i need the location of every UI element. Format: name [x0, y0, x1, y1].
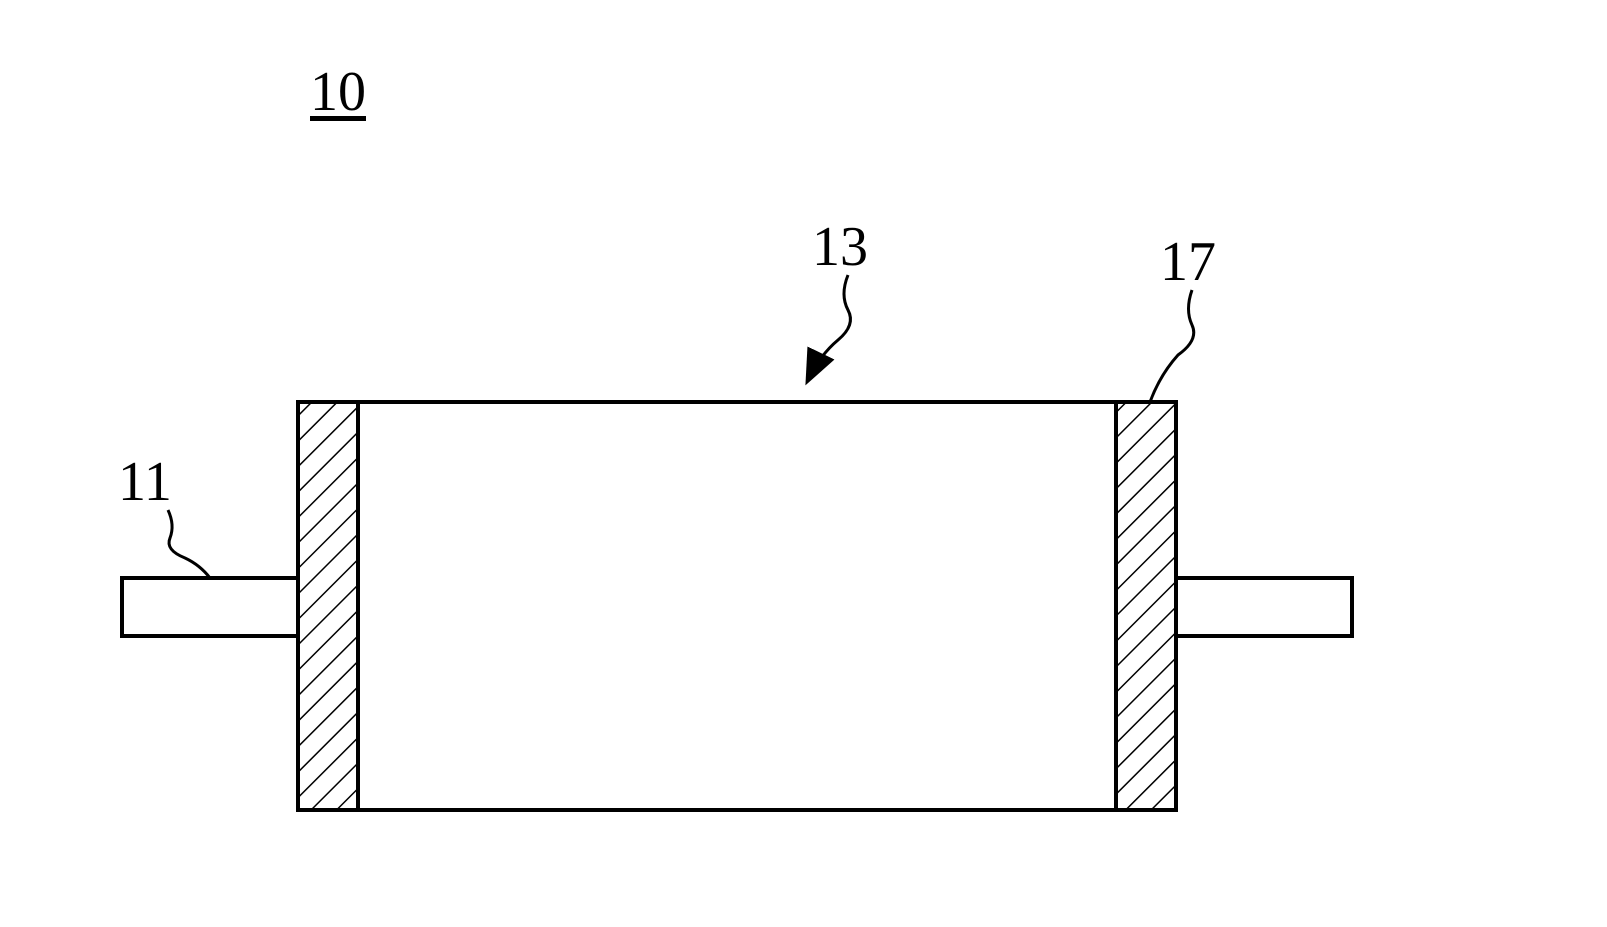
- leader-line-11: [168, 510, 210, 578]
- diagram-svg: [0, 0, 1607, 927]
- right-endcap: [1116, 402, 1176, 810]
- left-shaft: [122, 578, 298, 636]
- leader-line-13: [808, 275, 850, 380]
- leader-line-17: [1150, 290, 1194, 402]
- main-body: [298, 402, 1176, 810]
- right-shaft: [1176, 578, 1352, 636]
- left-endcap: [298, 402, 358, 810]
